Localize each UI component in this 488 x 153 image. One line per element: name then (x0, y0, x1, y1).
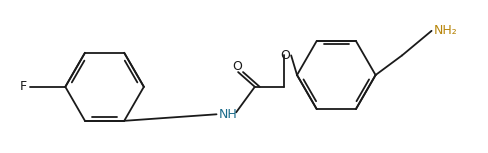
Text: O: O (232, 60, 242, 73)
Text: NH: NH (218, 108, 237, 121)
Text: NH₂: NH₂ (433, 24, 456, 37)
Text: O: O (280, 49, 289, 62)
Text: F: F (20, 80, 27, 93)
